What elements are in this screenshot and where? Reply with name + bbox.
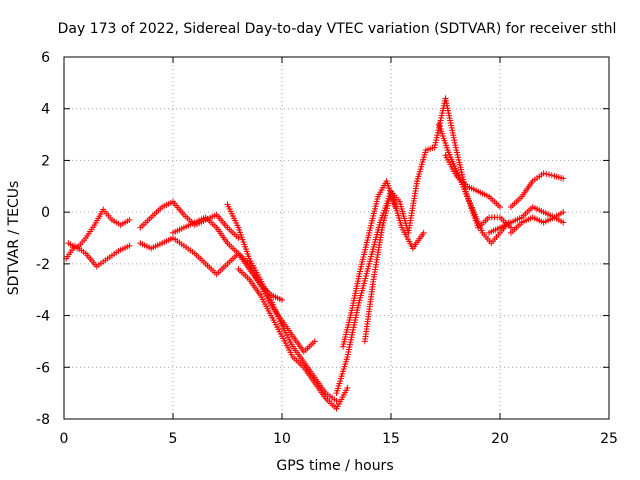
data-point: [560, 209, 567, 216]
data-point: [126, 216, 133, 223]
data-point: [507, 224, 514, 231]
data-point: [420, 229, 427, 236]
axis-ticks: 0 5 10 15 20 25 -8 -6 -4 -2 0 2 4 6: [36, 50, 618, 447]
y-tick-label: 0: [41, 205, 50, 221]
y-tick-label: -6: [36, 360, 50, 376]
data-point: [311, 338, 318, 345]
data-point: [548, 172, 555, 179]
y-tick-label: -2: [36, 257, 50, 273]
y-tick-label: 2: [41, 153, 50, 169]
data-point: [333, 397, 340, 404]
grid: [64, 57, 609, 419]
x-tick-label: 25: [600, 431, 618, 447]
y-tick-label: -4: [36, 309, 50, 325]
data-point: [540, 170, 547, 177]
data-points: [63, 95, 567, 412]
data-point: [235, 235, 242, 241]
plot-frame: [63, 56, 610, 420]
x-axis-label: GPS time / hours: [276, 458, 393, 474]
y-tick-label: -8: [36, 412, 50, 428]
data-point: [497, 203, 503, 210]
x-tick-label: 10: [273, 431, 291, 447]
chart-title: Day 173 of 2022, Sidereal Day-to-day VTE…: [58, 21, 617, 37]
data-point: [344, 384, 351, 391]
data-point: [126, 242, 133, 249]
data-point: [392, 203, 399, 210]
x-tick-label: 0: [60, 431, 69, 447]
x-tick-label: 15: [382, 431, 400, 447]
y-tick-label: 6: [41, 50, 50, 66]
data-point: [560, 219, 567, 226]
data-point: [543, 171, 550, 178]
y-axis-label: SDTVAR / TECUs: [6, 181, 22, 296]
data-point: [560, 175, 567, 182]
y-tick-label: 4: [41, 102, 50, 118]
data-point: [546, 171, 553, 178]
x-tick-label: 5: [169, 431, 178, 447]
data-point: [279, 297, 285, 304]
x-tick-label: 20: [491, 431, 509, 447]
